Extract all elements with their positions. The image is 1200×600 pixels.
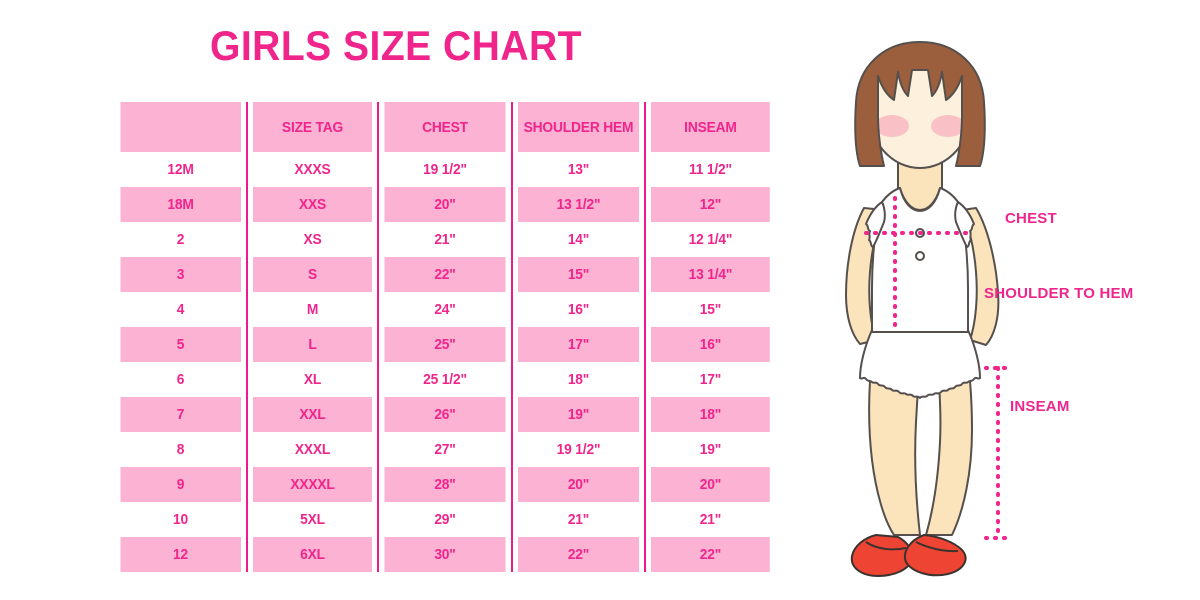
cell-shoulder-hem: 16" — [516, 292, 640, 327]
column-header-size-tag: SIZE TAG — [251, 102, 373, 152]
table-row: 4 M 24" 16" 15" — [115, 292, 775, 327]
label-shoulder-to-hem: SHOULDER TO HEM — [984, 285, 1134, 302]
cell-inseam: 16" — [649, 327, 770, 362]
cell-size-tag: 6XL — [251, 537, 373, 572]
cell-size-tag: M — [251, 292, 373, 327]
size-chart-table: SIZE TAG CHEST SHOULDER HEM INSEAM 12M X… — [115, 102, 775, 572]
cell-inseam: 11 1/2" — [649, 152, 770, 187]
cell-shoulder-hem: 18" — [516, 362, 640, 397]
cell-size: 12M — [120, 152, 242, 187]
cell-size: 18M — [120, 187, 242, 222]
cell-inseam: 20" — [649, 467, 770, 502]
cell-size: 3 — [120, 257, 242, 292]
cell-chest: 27" — [382, 432, 507, 467]
table-row: 12M XXXS 19 1/2" 13" 11 1/2" — [115, 152, 775, 187]
cell-shoulder-hem: 14" — [516, 222, 640, 257]
cell-chest: 22" — [382, 257, 507, 292]
cell-inseam: 22" — [649, 537, 770, 572]
cell-size-tag: S — [251, 257, 373, 292]
table-row: 6 XL 25 1/2" 18" 17" — [115, 362, 775, 397]
cell-size: 5 — [120, 327, 242, 362]
table-row: 9 XXXXL 28" 20" 20" — [115, 467, 775, 502]
cell-size: 12 — [120, 537, 242, 572]
cell-shoulder-hem: 13 1/2" — [516, 187, 640, 222]
cell-size: 7 — [120, 397, 242, 432]
left-shoe-strap — [865, 541, 907, 551]
column-header-inseam: INSEAM — [649, 102, 770, 152]
table-row: 3 S 22" 15" 13 1/4" — [115, 257, 775, 292]
cell-size: 8 — [120, 432, 242, 467]
cell-size: 6 — [120, 362, 242, 397]
label-chest: CHEST — [1005, 210, 1057, 227]
cell-shoulder-hem: 21" — [516, 502, 640, 537]
cell-chest: 29" — [382, 502, 507, 537]
cell-inseam: 18" — [649, 397, 770, 432]
button-lower — [915, 251, 925, 261]
cell-size-tag: XL — [251, 362, 373, 397]
cell-inseam: 19" — [649, 432, 770, 467]
cell-inseam: 17" — [649, 362, 770, 397]
cell-inseam: 21" — [649, 502, 770, 537]
neckline — [899, 187, 941, 213]
cell-chest: 28" — [382, 467, 507, 502]
cell-chest: 24" — [382, 292, 507, 327]
left-cheek — [875, 115, 909, 137]
table-header-row: SIZE TAG CHEST SHOULDER HEM INSEAM — [115, 102, 775, 152]
table-row: 5 L 25" 17" 16" — [115, 327, 775, 362]
cell-shoulder-hem: 17" — [516, 327, 640, 362]
cell-size: 2 — [120, 222, 242, 257]
table-row: 12 6XL 30" 22" 22" — [115, 537, 775, 572]
cell-inseam: 15" — [649, 292, 770, 327]
cell-size-tag: XXXS — [251, 152, 373, 187]
cell-chest: 25 1/2" — [382, 362, 507, 397]
girl-figure-illustration — [845, 41, 1014, 577]
skirt — [859, 329, 981, 399]
cell-chest: 20" — [382, 187, 507, 222]
column-header-size — [120, 102, 242, 152]
cell-size: 9 — [120, 467, 242, 502]
cell-size-tag: XXXXL — [251, 467, 373, 502]
cell-chest: 21" — [382, 222, 507, 257]
cell-shoulder-hem: 20" — [516, 467, 640, 502]
cell-size: 4 — [120, 292, 242, 327]
cell-size-tag: XS — [251, 222, 373, 257]
cell-shoulder-hem: 19" — [516, 397, 640, 432]
table-row: 7 XXL 26" 19" 18" — [115, 397, 775, 432]
page-title: GIRLS SIZE CHART — [209, 22, 582, 69]
cell-size-tag: XXXL — [251, 432, 373, 467]
right-cheek — [931, 115, 965, 137]
cell-shoulder-hem: 15" — [516, 257, 640, 292]
right-shoulder-ruffle — [954, 201, 975, 248]
left-shoulder-ruffle — [865, 201, 886, 248]
cell-chest: 30" — [382, 537, 507, 572]
column-header-shoulder-hem: SHOULDER HEM — [516, 102, 640, 152]
table-row: 8 XXXL 27" 19 1/2" 19" — [115, 432, 775, 467]
cell-size-tag: L — [251, 327, 373, 362]
label-inseam: INSEAM — [1010, 398, 1070, 415]
hair-bob — [854, 41, 986, 167]
cell-shoulder-hem: 13" — [516, 152, 640, 187]
cell-inseam: 13 1/4" — [649, 257, 770, 292]
cell-size-tag: XXL — [251, 397, 373, 432]
cell-size-tag: XXS — [251, 187, 373, 222]
cell-size: 10 — [120, 502, 242, 537]
table-row: 2 XS 21" 14" 12 1/4" — [115, 222, 775, 257]
right-shoe-strap — [915, 541, 959, 553]
cell-chest: 26" — [382, 397, 507, 432]
cell-chest: 19 1/2" — [382, 152, 507, 187]
cell-chest: 25" — [382, 327, 507, 362]
table-row: 18M XXS 20" 13 1/2" 12" — [115, 187, 775, 222]
table-row: 10 5XL 29" 21" 21" — [115, 502, 775, 537]
cell-inseam: 12" — [649, 187, 770, 222]
left-shoe — [850, 534, 914, 577]
cell-size-tag: 5XL — [251, 502, 373, 537]
cell-shoulder-hem: 22" — [516, 537, 640, 572]
column-header-chest: CHEST — [382, 102, 507, 152]
cell-shoulder-hem: 19 1/2" — [516, 432, 640, 467]
right-shoe — [904, 534, 967, 577]
cell-inseam: 12 1/4" — [649, 222, 770, 257]
